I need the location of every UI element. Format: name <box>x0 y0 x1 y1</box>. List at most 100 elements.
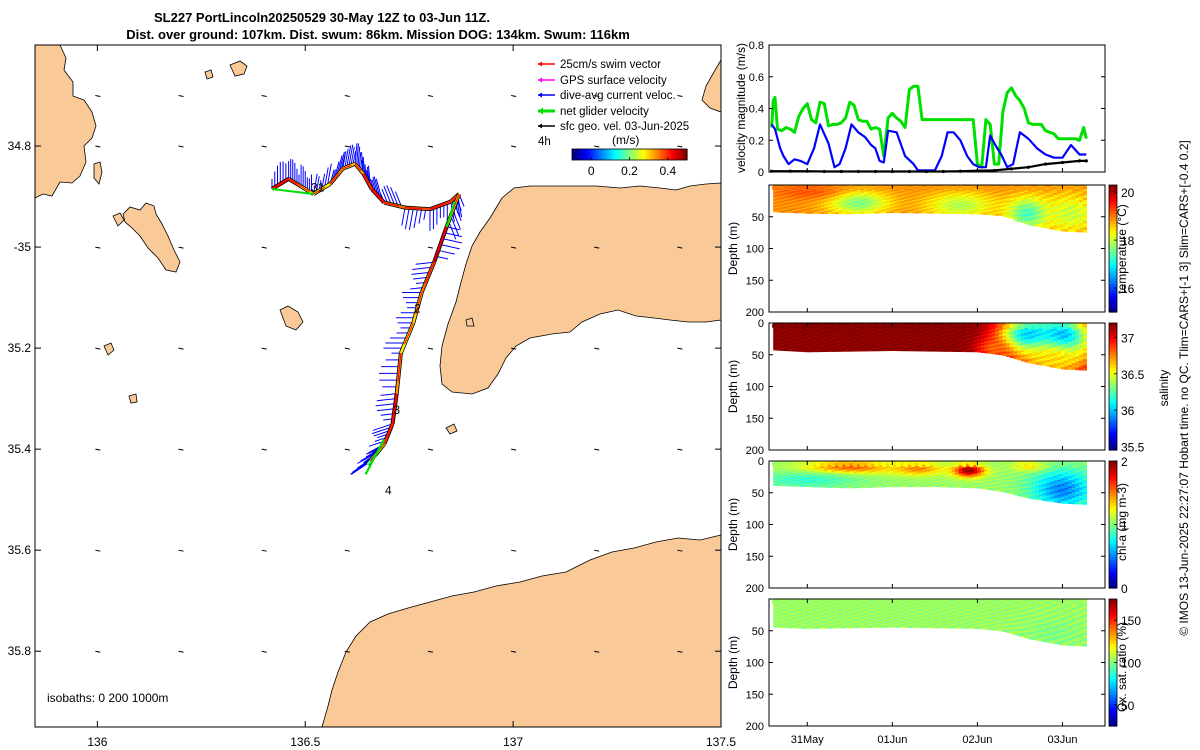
section-cell <box>798 347 804 350</box>
section-cell <box>867 344 873 347</box>
section-cell <box>918 202 924 205</box>
section-cell <box>1064 329 1069 333</box>
section-cell <box>907 186 913 189</box>
section-cell <box>784 339 789 342</box>
section-cell <box>962 196 967 199</box>
section-cell <box>798 196 804 199</box>
section-cell <box>849 188 855 191</box>
section-cell <box>1002 334 1007 337</box>
section-cell <box>947 204 953 207</box>
section-cell <box>995 325 1000 328</box>
section-cell <box>951 326 956 329</box>
section-cell <box>856 341 862 344</box>
section-cell <box>827 330 833 333</box>
section-cell <box>820 334 825 337</box>
section-cell <box>995 202 1000 205</box>
section-cell <box>1057 331 1062 334</box>
section-cell <box>911 339 916 342</box>
section-cell <box>1042 210 1047 213</box>
section-cell <box>1002 186 1007 189</box>
speed-colorbar-cell <box>648 149 652 160</box>
section-cell <box>776 192 782 195</box>
section-cell <box>813 332 818 335</box>
section-cell <box>827 463 833 466</box>
section-cell <box>773 476 778 479</box>
section-cell <box>827 187 833 190</box>
section-cell <box>893 346 898 349</box>
section-cell <box>791 334 796 337</box>
section-cell <box>889 342 895 345</box>
section-cell <box>813 484 818 487</box>
section-cell <box>871 209 876 212</box>
section-cell <box>780 203 785 206</box>
section-cell <box>1024 214 1029 218</box>
section-cell <box>1017 207 1022 211</box>
section-cell <box>795 347 800 350</box>
dive-avg-vector <box>408 208 414 231</box>
section-cell <box>977 204 982 207</box>
section-cell <box>922 200 927 203</box>
section-cell <box>780 205 785 208</box>
section-cell <box>1075 331 1080 335</box>
section-cell <box>897 196 902 199</box>
section-cell <box>795 193 800 196</box>
section-cell <box>1064 210 1069 213</box>
section-surface-point <box>910 322 917 330</box>
section-cell <box>969 194 975 197</box>
section-cell <box>1017 209 1022 212</box>
section-cell <box>773 341 778 344</box>
section-cell <box>947 199 953 202</box>
speed-colorbar-cell <box>587 149 590 160</box>
section-cell <box>1049 198 1055 202</box>
section-cell <box>809 205 814 208</box>
section-cell <box>1068 208 1073 211</box>
section-cell <box>838 208 844 211</box>
section-cell <box>980 338 986 341</box>
section-cell <box>802 470 807 473</box>
section-cell <box>886 336 891 339</box>
section-cell <box>1035 350 1040 354</box>
section-cell <box>882 202 887 205</box>
section-cell <box>1002 194 1007 197</box>
section-cell <box>995 348 1000 351</box>
section-cell <box>838 330 844 333</box>
section-cell <box>787 193 793 196</box>
section-cell <box>849 465 855 468</box>
section-cell <box>1017 199 1022 203</box>
section-cell <box>806 202 811 205</box>
section-cell <box>813 193 818 196</box>
section-cell <box>926 198 931 201</box>
section-cell <box>784 201 789 203</box>
section-cell <box>915 325 920 328</box>
section-cell <box>886 340 891 343</box>
section-cell <box>922 197 927 200</box>
section-cell <box>926 329 931 332</box>
section-cell <box>878 339 884 342</box>
section-cell <box>1017 327 1022 331</box>
colorbar-cell <box>1109 245 1117 250</box>
section-cell <box>842 483 847 486</box>
section-cell <box>940 333 946 336</box>
section-cell <box>784 461 789 463</box>
section-cell <box>795 349 800 352</box>
colorbar-cell <box>1109 226 1117 231</box>
section-cell <box>947 347 953 350</box>
section-cell <box>929 336 935 339</box>
section-cell <box>1006 206 1011 210</box>
section-cell <box>842 347 847 350</box>
section-cell <box>882 346 887 349</box>
section-cell <box>995 206 1000 209</box>
section-cell <box>824 205 829 208</box>
section-cell <box>1082 216 1087 220</box>
section-cell <box>988 191 993 194</box>
section-cell <box>915 198 920 201</box>
section-cell <box>991 195 996 198</box>
section-cell <box>835 472 840 475</box>
section-cell <box>871 201 876 204</box>
section-cell <box>802 466 807 469</box>
section-cell <box>900 323 905 325</box>
section-cell <box>795 468 800 471</box>
section-cell <box>893 204 898 207</box>
section-cell <box>816 473 822 476</box>
